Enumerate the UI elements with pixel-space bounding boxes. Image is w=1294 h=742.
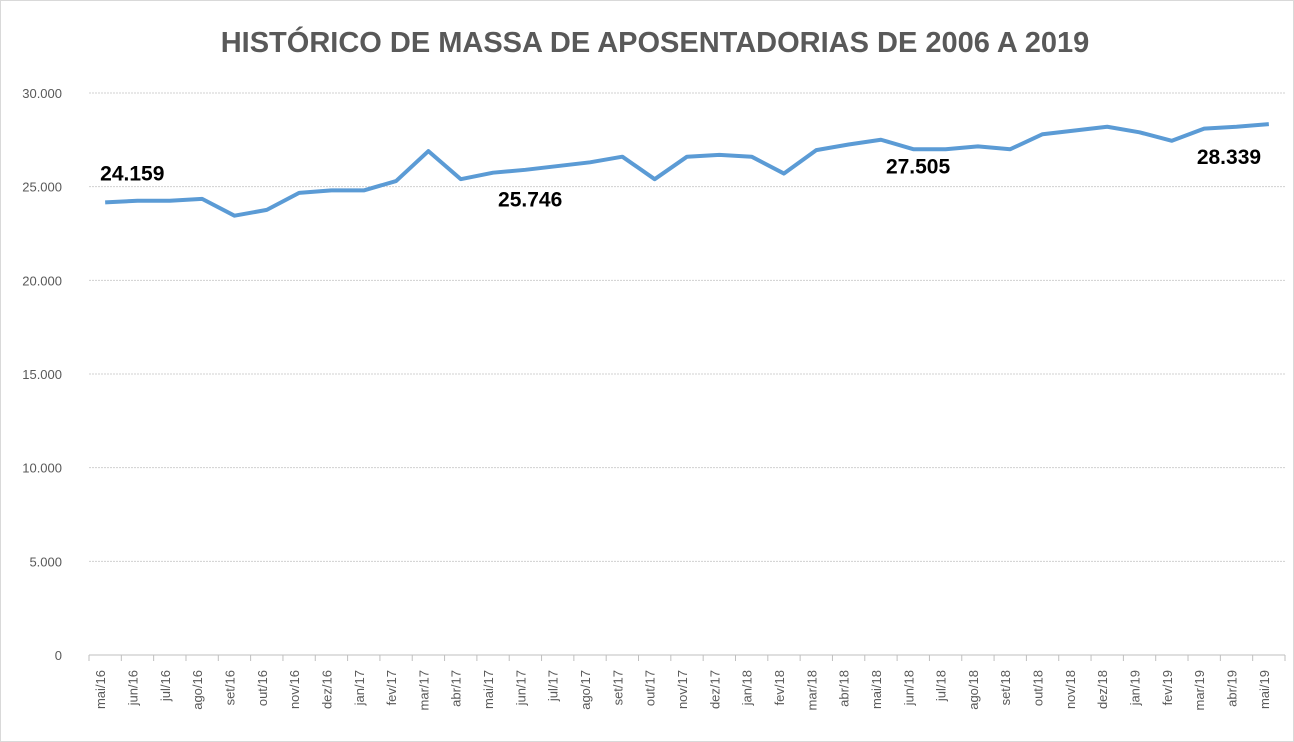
- x-tick-label: jan/19: [1128, 670, 1143, 706]
- data-label: 28.339: [1197, 146, 1261, 169]
- y-tick-label: 5.000: [29, 554, 62, 569]
- x-tick-label: mai/19: [1257, 670, 1272, 709]
- y-tick-label: 30.000: [22, 86, 62, 101]
- x-tick-label: dez/16: [319, 670, 334, 709]
- x-tick-label: fev/18: [772, 670, 787, 705]
- y-tick-label: 10.000: [22, 461, 62, 476]
- x-tick-label: mar/17: [416, 670, 431, 710]
- x-tick-label: abr/19: [1225, 670, 1240, 707]
- x-tick-label: mai/17: [481, 670, 496, 709]
- x-tick-label: jun/16: [125, 670, 140, 706]
- x-tick-label: dez/17: [707, 670, 722, 709]
- x-tick-label: nov/18: [1063, 670, 1078, 709]
- x-tick-label: set/18: [998, 670, 1013, 705]
- x-tick-label: jul/17: [546, 670, 561, 702]
- x-tick-label: mar/19: [1192, 670, 1207, 710]
- x-tick-label: jul/16: [158, 670, 173, 702]
- x-tick-label: jan/18: [740, 670, 755, 706]
- y-tick-label: 15.000: [22, 367, 62, 382]
- x-tick-label: nov/17: [675, 670, 690, 709]
- x-tick-label: mar/18: [804, 670, 819, 710]
- x-tick-label: jun/18: [901, 670, 916, 706]
- x-tick-label: fev/17: [384, 670, 399, 705]
- x-tick-label: jul/18: [934, 670, 949, 702]
- x-tick-label: out/17: [643, 670, 658, 706]
- y-tick-label: 20.000: [22, 273, 62, 288]
- x-tick-label: jun/17: [513, 670, 528, 706]
- x-tick-label: out/18: [1031, 670, 1046, 706]
- x-tick-label: ago/18: [966, 670, 981, 710]
- data-label: 25.746: [498, 189, 562, 212]
- x-tick-label: dez/18: [1095, 670, 1110, 709]
- line-series: [105, 122, 1270, 218]
- x-tick-label: jan/17: [352, 670, 367, 706]
- x-tick-label: fev/19: [1160, 670, 1175, 705]
- y-tick-label: 0: [55, 648, 62, 663]
- x-tick-label: out/16: [255, 670, 270, 706]
- data-label: 27.505: [886, 156, 951, 179]
- x-tick-label: mai/18: [869, 670, 884, 709]
- x-tick-label: ago/17: [578, 670, 593, 710]
- x-tick-label: abr/18: [837, 670, 852, 707]
- x-tick-label: set/16: [222, 670, 237, 705]
- x-tick-label: mai/16: [93, 670, 108, 709]
- x-tick-label: ago/16: [190, 670, 205, 710]
- x-tick-label: set/17: [610, 670, 625, 705]
- data-label: 24.159: [100, 162, 164, 185]
- chart-title: HISTÓRICO DE MASSA DE APOSENTADORIAS DE …: [221, 25, 1090, 59]
- x-tick-label: abr/17: [449, 670, 464, 707]
- x-tick-label: nov/16: [287, 670, 302, 709]
- y-tick-label: 25.000: [22, 180, 62, 195]
